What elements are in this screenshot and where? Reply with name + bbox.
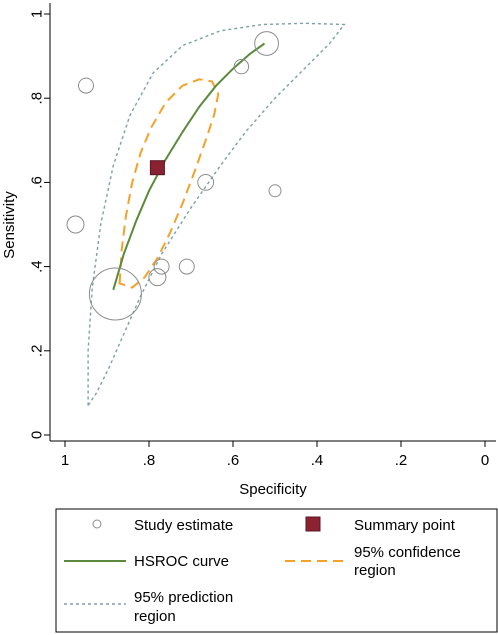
study-estimate-7	[197, 174, 215, 191]
study-estimate-5	[153, 258, 170, 275]
legend-confidence-label-line2: region	[354, 562, 396, 579]
study-estimate-1	[78, 77, 94, 94]
legend-summary-label: Summary point	[354, 517, 456, 534]
legend-summary-marker	[305, 516, 321, 532]
legend: Study estimate Summary point HSROC curve…	[55, 508, 498, 633]
prediction-region	[87, 22, 346, 408]
x-tick-label: .8	[143, 452, 156, 469]
legend-prediction-label-line2: region	[134, 608, 176, 625]
y-axis-title: Sensitivity	[1, 191, 18, 259]
y-tick-label: .6	[29, 176, 46, 189]
x-tick-label: .4	[311, 452, 324, 469]
study-estimate-10	[254, 31, 280, 56]
legend-hsroc-label: HSROC curve	[134, 553, 229, 570]
y-tick-label: 0	[29, 431, 46, 439]
study-estimate-8	[233, 58, 250, 75]
x-tick-label: 0	[481, 452, 489, 469]
study-estimate-6	[178, 258, 195, 275]
legend-study-marker	[92, 519, 102, 529]
plot-area	[66, 22, 346, 408]
study-estimate-4	[148, 268, 167, 287]
confidence-region	[118, 78, 220, 289]
y-tick-label: 1	[29, 10, 46, 18]
y-tick-label: .8	[29, 92, 46, 105]
x-axis-title: Specificity	[239, 481, 307, 498]
legend-study-label: Study estimate	[134, 517, 233, 534]
legend-prediction-label-line1: 95% prediction	[134, 589, 233, 606]
hsroc-curve	[112, 42, 266, 291]
study-estimate-3	[88, 267, 142, 321]
y-tick-label: .4	[29, 260, 46, 273]
axes: 0 .2 .4 .6 .8 1 1 .8 .6 .4 .2 0 Specificity Sensit…	[1, 3, 496, 498]
legend-box	[55, 508, 498, 633]
study-estimate-2	[66, 215, 85, 234]
x-tick-label: 1	[61, 452, 69, 469]
legend-confidence-label-line1: 95% confidence	[354, 544, 461, 561]
x-tick-label: .6	[227, 452, 240, 469]
summary-point	[149, 160, 165, 176]
study-estimate-9	[268, 184, 282, 198]
x-tick-label: .2	[395, 452, 408, 469]
y-tick-label: .2	[29, 345, 46, 358]
x-ticks: 1 .8 .6 .4 .2 0	[61, 441, 489, 469]
y-ticks: 0 .2 .4 .6 .8 1	[29, 10, 50, 439]
